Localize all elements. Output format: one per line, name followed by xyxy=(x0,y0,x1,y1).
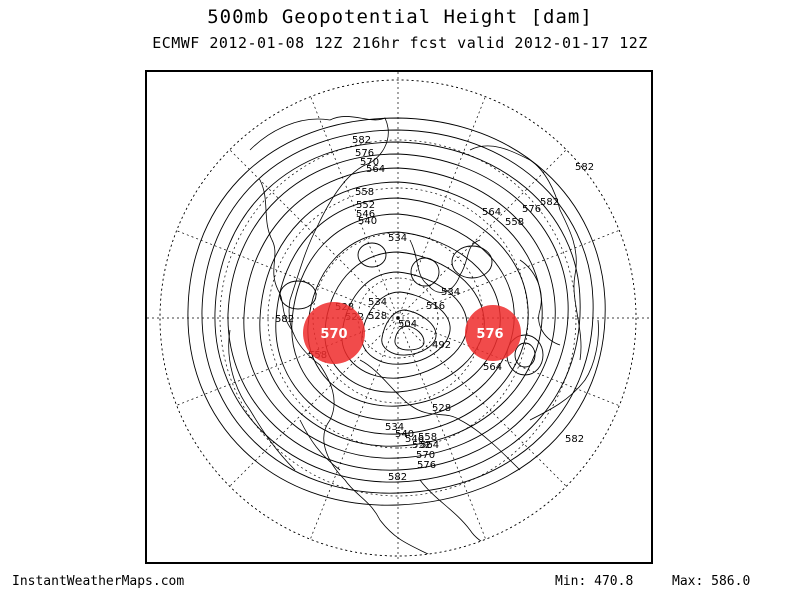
contour-label: 546 xyxy=(356,209,375,220)
contour-label: 534 xyxy=(388,233,407,244)
contour-label: 546 xyxy=(405,434,424,445)
contour-label: 534 xyxy=(441,287,460,298)
contour-label: 528 xyxy=(432,403,451,414)
contour-label: 576 xyxy=(522,204,541,215)
contour-label: 582 xyxy=(352,135,371,146)
footer-credit: InstantWeatherMaps.com xyxy=(12,574,185,589)
highlight-576: 576 xyxy=(465,305,521,361)
contour-label: 564 xyxy=(482,207,501,218)
contour-label: 582 xyxy=(388,472,407,483)
contour-label: 534 xyxy=(368,297,387,308)
highlight-570-label: 570 xyxy=(320,327,347,342)
contour-label: 564 xyxy=(420,440,439,451)
highlight-570-marker xyxy=(303,302,365,364)
contour-label: 576 xyxy=(355,148,374,159)
contour-label: 516 xyxy=(426,301,445,312)
contour-label: 540 xyxy=(358,216,377,227)
max-value: 586.0 xyxy=(711,574,751,589)
contour-label: 582 xyxy=(575,162,594,173)
contour-label: 582 xyxy=(565,434,584,445)
max-label: Max: xyxy=(672,574,704,589)
contour-label: 576 xyxy=(417,460,436,471)
contour-label: 552 xyxy=(356,200,375,211)
contour-label: 558 xyxy=(418,432,437,443)
min-label: Min: xyxy=(555,574,587,589)
map-boundary xyxy=(159,79,637,557)
contour-label: 534 xyxy=(385,422,404,433)
map-subtitle: ECMWF 2012-01-08 12Z 216hr fcst valid 20… xyxy=(152,34,648,52)
contour-label: 582 xyxy=(275,314,294,325)
map-frame xyxy=(145,70,653,564)
min-value: 470.8 xyxy=(594,574,634,589)
contour-label: 540 xyxy=(395,429,414,440)
contour-lines xyxy=(187,117,606,506)
footer-min: Min: 470.8 xyxy=(555,574,633,589)
contour-label: 570 xyxy=(360,157,379,168)
coastlines xyxy=(228,116,599,556)
highlight-576-marker xyxy=(465,305,521,361)
contour-label: 558 xyxy=(355,187,374,198)
contour-label: 564 xyxy=(483,362,502,373)
footer-max: Max: 586.0 xyxy=(672,574,750,589)
map-title: 500mb Geopotential Height [dam] xyxy=(207,6,593,28)
contour-label: 552 xyxy=(412,440,431,451)
contour-label: 528 xyxy=(368,311,387,322)
contour-label: 564 xyxy=(366,164,385,175)
contour-label: 570 xyxy=(416,450,435,461)
highlight-576-label: 576 xyxy=(476,327,503,342)
contour-label: 582 xyxy=(540,197,559,208)
meridians xyxy=(147,72,651,562)
contour-label: 492 xyxy=(432,340,451,351)
contour-label: 504 xyxy=(398,319,417,330)
highlight-570: 570 xyxy=(303,302,365,364)
contour-label: 558 xyxy=(505,217,524,228)
